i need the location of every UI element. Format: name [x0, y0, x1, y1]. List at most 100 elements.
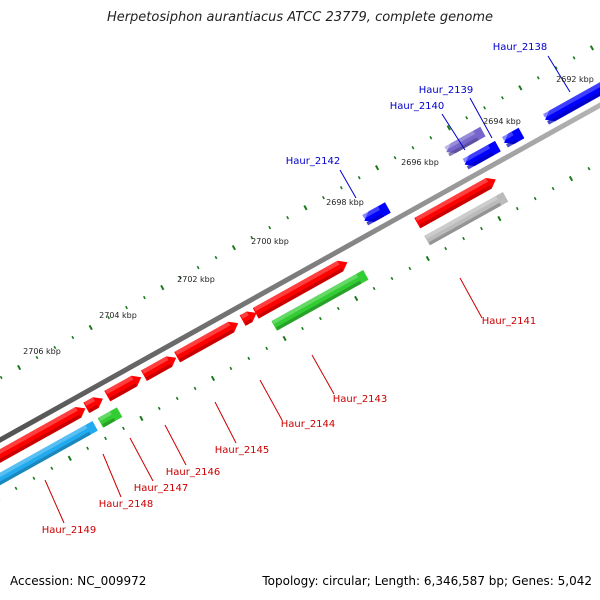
gene-haur-2147	[104, 375, 142, 402]
ruler-tick	[518, 85, 523, 91]
ruler-tick	[71, 335, 75, 340]
ruler-tick	[107, 315, 111, 320]
ruler-tick	[157, 406, 161, 411]
ruler-tick	[53, 345, 57, 350]
gene-label-haur-2140[interactable]: Haur_2140	[390, 101, 445, 112]
ruler-tick	[67, 455, 72, 461]
ruler-outer-ticks	[0, 45, 595, 380]
ruler-tick	[408, 266, 412, 271]
gene-labels: Haur_2138 Haur_2139 Haur_2140 Haur_2142 Haur…	[42, 42, 548, 536]
ruler-label: 2700 kbp	[251, 237, 289, 246]
ruler-label: 2692 kbp	[556, 75, 594, 84]
leader-line	[469, 97, 493, 139]
gene-haur-2139b	[462, 140, 501, 170]
ruler-tick	[231, 245, 236, 251]
gene-label-haur-2144[interactable]: Haur_2144	[281, 419, 336, 430]
gene-haur-2146	[141, 356, 177, 381]
ruler-tick	[247, 356, 251, 361]
gene-label-haur-2145[interactable]: Haur_2145	[215, 445, 270, 456]
gene-haur-2142	[362, 202, 391, 226]
ruler-tick	[462, 236, 466, 241]
ruler-tick	[88, 324, 93, 331]
gene-haur-2148	[83, 397, 103, 414]
leader-line	[441, 113, 466, 151]
genome-info-text: Topology: circular; Length: 6,346,587 bp…	[262, 574, 592, 588]
ruler-tick	[357, 176, 361, 180]
leader-line	[164, 424, 187, 466]
leader-line	[214, 401, 237, 444]
gene-label-haur-2143[interactable]: Haur_2143	[333, 394, 388, 405]
gene-label-haur-2148[interactable]: Haur_2148	[99, 499, 154, 510]
ruler-tick	[282, 335, 287, 342]
ruler-tick	[533, 196, 537, 201]
gene-haur-2145	[174, 321, 239, 363]
ruler-tick	[336, 306, 340, 311]
ruler-tick	[32, 476, 36, 480]
leader-line	[339, 169, 357, 199]
ruler-tick	[142, 295, 146, 300]
ruler-tick	[178, 275, 182, 280]
gene-haur-2149-feature	[0, 421, 98, 486]
ruler-label: 2696 kbp	[401, 158, 439, 167]
ruler-tick	[444, 246, 448, 251]
gene-label-haur-2139[interactable]: Haur_2139	[419, 85, 474, 96]
ruler-tick	[429, 136, 433, 140]
leader-line	[102, 453, 122, 498]
ruler-tick	[554, 66, 558, 70]
ruler-tick	[210, 375, 216, 382]
gene-label-haur-2141[interactable]: Haur_2141	[482, 316, 537, 327]
ruler-tick	[0, 375, 3, 380]
ruler-tick	[501, 96, 504, 100]
genome-backbone	[0, 102, 600, 443]
ruler-tick	[446, 125, 451, 131]
leader-line	[311, 354, 335, 395]
gene-haur-2144	[239, 311, 257, 326]
ruler-tick	[139, 415, 144, 422]
gene-haur-2143-feature	[271, 270, 369, 331]
ruler-tick	[265, 346, 269, 351]
gene-haur-2138	[543, 82, 600, 125]
ruler-tick	[104, 436, 107, 441]
label-leader-lines	[44, 55, 571, 524]
ruler-tick	[86, 446, 90, 450]
ruler-tick	[393, 156, 397, 160]
ruler-tick	[572, 56, 576, 60]
ruler-tick	[268, 225, 272, 230]
ruler-label: 2704 kbp	[99, 311, 137, 320]
map-title: Herpetosiphon aurantiacus ATCC 23779, co…	[106, 10, 494, 25]
gene-haur-2141-feature	[424, 192, 509, 246]
ruler-tick	[480, 226, 483, 231]
gene-haur-2149	[0, 407, 86, 463]
gene-label-haur-2146[interactable]: Haur_2146	[166, 467, 221, 478]
backbone-band	[0, 102, 600, 443]
ruler-tick	[587, 166, 591, 171]
ruler-tick	[354, 295, 359, 302]
ruler-tick	[536, 76, 540, 80]
ruler-tick	[50, 466, 54, 470]
ruler-tick	[322, 196, 325, 200]
ruler-tick	[303, 205, 308, 211]
gene-label-haur-2138[interactable]: Haur_2138	[493, 42, 548, 53]
ruler-tick	[17, 364, 22, 371]
gene-label-haur-2149[interactable]: Haur_2149	[42, 525, 97, 536]
gene-label-haur-2142[interactable]: Haur_2142	[286, 156, 341, 167]
ruler-label: 2702 kbp	[177, 275, 215, 284]
leader-line	[459, 277, 483, 319]
ruler-tick	[425, 255, 430, 262]
ruler-tick	[465, 116, 469, 120]
ruler-tick	[250, 235, 254, 240]
ruler-tick	[301, 326, 304, 331]
ruler-tick	[339, 186, 343, 190]
ruler-tick	[286, 216, 290, 220]
leader-line	[547, 55, 571, 93]
gene-haur-2139	[502, 127, 525, 148]
ruler-tick	[125, 305, 128, 310]
ruler-tick	[160, 284, 165, 291]
ruler-tick	[193, 386, 197, 391]
ruler-tick	[497, 215, 502, 222]
gene-label-haur-2147[interactable]: Haur_2147	[134, 483, 189, 494]
accession-text: Accession: NC_009972	[10, 574, 147, 588]
ruler-label: 2694 kbp	[483, 117, 521, 126]
ruler-tick	[515, 206, 519, 211]
